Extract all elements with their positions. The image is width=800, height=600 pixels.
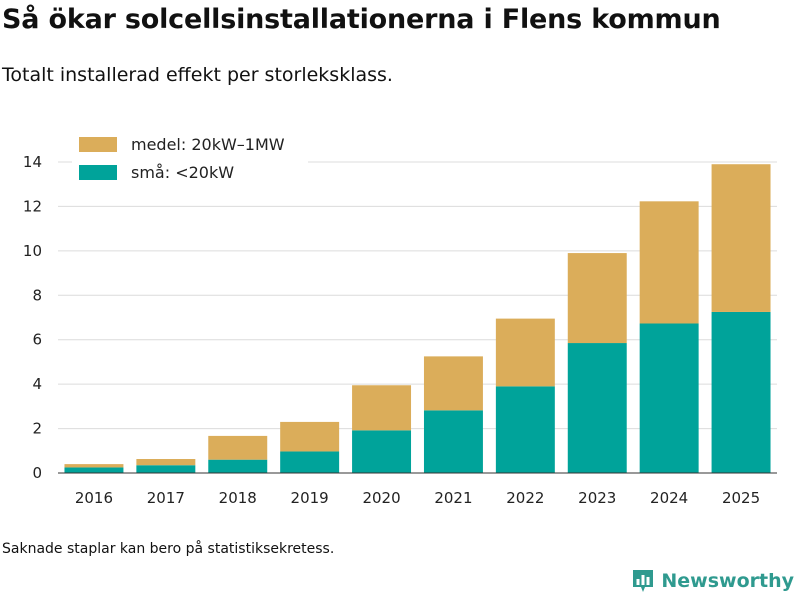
bar-segment xyxy=(639,201,699,324)
bar-segment xyxy=(208,459,268,473)
x-tick-label: 2019 xyxy=(291,489,329,507)
bar-segment xyxy=(280,451,340,473)
y-tick-label: 4 xyxy=(32,375,42,393)
y-tick-label: 0 xyxy=(32,464,42,482)
legend-label: små: <20kW xyxy=(131,163,234,182)
bar-segment xyxy=(495,386,555,473)
bar-segment xyxy=(423,356,483,411)
brand-name: Newsworthy xyxy=(661,570,794,592)
y-tick-label: 12 xyxy=(23,197,42,215)
bar-chart-logo-icon xyxy=(633,570,654,592)
bar-segment xyxy=(136,459,196,466)
x-tick-label: 2018 xyxy=(219,489,257,507)
x-tick-label: 2023 xyxy=(578,489,616,507)
bar-segment xyxy=(352,385,412,431)
bar-segment xyxy=(567,253,627,344)
bar-segment xyxy=(352,430,412,473)
x-tick-label: 2017 xyxy=(147,489,185,507)
brand-logo[interactable]: Newsworthy xyxy=(631,568,794,594)
x-tick-label: 2021 xyxy=(434,489,472,507)
y-tick-label: 10 xyxy=(23,242,42,260)
bar-segment xyxy=(639,323,699,473)
bar-segment xyxy=(423,410,483,473)
legend-label: medel: 20kW–1MW xyxy=(131,135,285,154)
bar-segment xyxy=(208,435,268,460)
x-tick-label: 2024 xyxy=(650,489,688,507)
footnote: Saknade staplar kan bero på statistiksek… xyxy=(2,541,335,557)
bar-segment xyxy=(280,421,340,452)
y-tick-label: 2 xyxy=(32,420,42,438)
bar-segment xyxy=(64,464,124,468)
y-tick-label: 14 xyxy=(23,153,42,171)
x-tick-label: 2022 xyxy=(506,489,544,507)
legend-swatch xyxy=(79,165,117,180)
y-tick-label: 6 xyxy=(32,331,42,349)
x-tick-label: 2016 xyxy=(75,489,113,507)
bar-segment xyxy=(136,465,196,473)
bar-segment xyxy=(495,318,555,387)
x-tick-label: 2025 xyxy=(722,489,760,507)
bar-segment xyxy=(64,467,124,473)
stacked-bar-chart: 0 2 4 6 8 10 12 14 2016 2017 2018 2019 2020 2021 2022 2… xyxy=(22,135,777,507)
legend-swatch xyxy=(79,137,117,152)
bar-segment xyxy=(711,311,771,473)
bar-segment xyxy=(567,343,627,473)
x-tick-label: 2020 xyxy=(362,489,400,507)
bar-segment xyxy=(711,164,771,312)
chart-title: Så ökar solcellsinstallationerna i Flens… xyxy=(2,4,721,35)
y-tick-label: 8 xyxy=(32,286,42,304)
chart-subtitle: Totalt installerad effekt per storlekskl… xyxy=(2,64,393,86)
